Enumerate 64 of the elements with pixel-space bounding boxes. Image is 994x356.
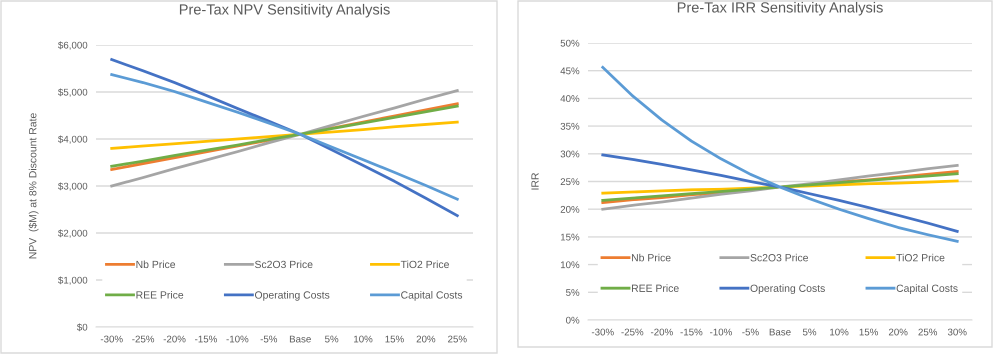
x-tick-label: 20% — [888, 328, 908, 336]
legend-label: Nb Price — [632, 254, 671, 262]
x-tick-label: -10% — [226, 336, 248, 342]
y-tick-label: $5,000 — [58, 88, 88, 97]
x-tick-label: -15% — [680, 328, 702, 336]
x-tick-label: -30% — [592, 328, 614, 336]
x-tick-label: Base — [290, 336, 311, 342]
legend-label: TiO2 Price — [400, 260, 449, 268]
x-tick-label: -15% — [195, 336, 217, 342]
y-tick-label: 35% — [560, 122, 580, 130]
y-tick-label: 50% — [560, 40, 580, 47]
legend-label: Operating Costs — [750, 284, 825, 294]
x-tick-label: 15% — [860, 328, 878, 336]
y-tick-label: $4,000 — [58, 135, 88, 144]
y-tick-label: 0% — [566, 316, 580, 324]
x-tick-label: -25% — [132, 336, 154, 342]
legend-label: REE Price — [136, 290, 184, 299]
x-tick-label: 5% — [324, 336, 338, 342]
y-tick-label: $1,000 — [58, 276, 88, 285]
legend-label: Operating Costs — [254, 290, 330, 301]
legend-label: Capital Costs — [401, 290, 462, 301]
y-tick-label: 20% — [560, 206, 580, 213]
x-tick-label: 5% — [802, 328, 816, 336]
x-tick-label: -10% — [710, 328, 732, 336]
x-tick-label: 25% — [448, 336, 467, 342]
legend-label: Nb Price — [136, 260, 176, 268]
legend-label: Capital Costs — [896, 284, 958, 294]
x-tick-label: -5% — [260, 336, 278, 342]
y-axis-title: IRR — [531, 173, 539, 190]
y-tick-label: 40% — [560, 95, 580, 102]
line-series — [110, 89, 459, 188]
x-tick-label: 15% — [385, 336, 404, 342]
line-series — [601, 66, 959, 243]
legend-label: Sc2O3 Price — [750, 254, 808, 262]
y-tick-label: 10% — [560, 261, 580, 268]
line-series — [110, 120, 459, 150]
chart-title: Pre-Tax IRR Sensitivity Analysis — [678, 2, 883, 16]
y-tick-label: 25% — [560, 178, 580, 186]
legend-label: TiO2 Price — [896, 254, 944, 262]
x-tick-label: -30% — [100, 336, 123, 342]
legend-label: REE Price — [632, 284, 679, 292]
y-tick-label: $2,000 — [58, 229, 88, 238]
x-tick-label: 10% — [354, 336, 372, 342]
line-series — [110, 73, 459, 201]
x-tick-label: -20% — [650, 328, 673, 336]
x-tick-label: 10% — [830, 328, 848, 336]
chart-title: Pre-Tax NPV Sensitivity Analysis — [180, 4, 390, 18]
x-tick-label: Base — [770, 328, 791, 336]
y-axis-title: NPV ($M) at 8% Discount Rate — [28, 113, 38, 258]
x-tick-label: -25% — [621, 328, 644, 336]
y-tick-label: 5% — [566, 289, 580, 296]
y-tick-label: 30% — [560, 150, 580, 158]
x-tick-label: 25% — [918, 328, 938, 336]
x-tick-label: -20% — [164, 336, 186, 342]
line-series — [601, 154, 959, 233]
y-tick-label: 45% — [560, 67, 580, 74]
y-tick-label: $3,000 — [58, 182, 88, 191]
x-tick-label: 20% — [416, 336, 436, 342]
y-tick-label: $6,000 — [58, 41, 88, 50]
legend-label: Sc2O3 Price — [254, 260, 313, 268]
y-tick-label: 15% — [560, 234, 580, 241]
x-tick-label: 30% — [948, 328, 967, 336]
x-tick-label: -5% — [742, 328, 759, 336]
y-tick-label: $0 — [76, 323, 88, 332]
